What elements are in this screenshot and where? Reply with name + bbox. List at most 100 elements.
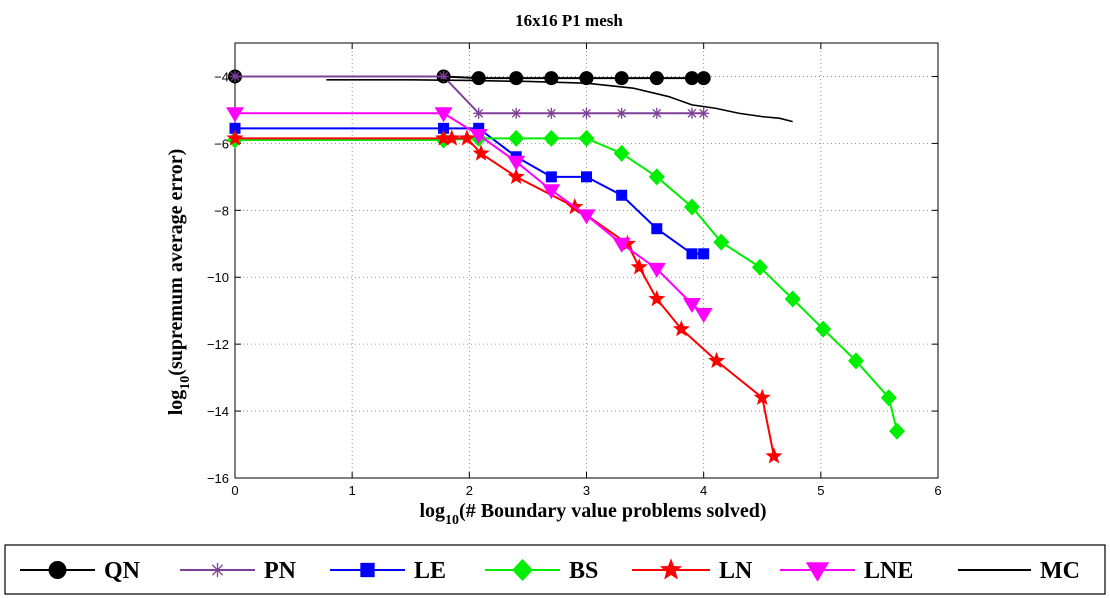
legend-item-lne: LNE	[780, 558, 913, 584]
series-le-point	[581, 171, 592, 183]
legend-pn-label: PN	[264, 558, 297, 584]
series-qn-line	[235, 75, 704, 80]
x-tick-label: 6	[934, 483, 941, 498]
series-bs-point	[713, 233, 730, 251]
series-qn-point	[684, 71, 699, 86]
series-ln-point	[672, 320, 690, 337]
series-le-point	[438, 122, 450, 134]
series-pn-point	[651, 107, 663, 119]
y-tick-label: −12	[207, 337, 229, 352]
legend-ln-marker	[659, 558, 683, 580]
series-mc	[326, 79, 793, 123]
legend-item-ln: LN	[632, 558, 753, 584]
legend-item-mc: MC	[958, 558, 1080, 584]
series-le-point	[651, 223, 663, 235]
series-pn-point	[510, 107, 522, 119]
y-tick-label: −4	[214, 69, 229, 84]
y-tick-label: −10	[207, 270, 229, 285]
x-tick-label: 5	[817, 483, 824, 498]
legend-le-label: LE	[414, 558, 446, 584]
series-le-point	[473, 122, 485, 134]
series-bs-point	[888, 422, 905, 440]
y-tick-label: −16	[207, 471, 229, 486]
series-ln-point	[648, 289, 666, 307]
series-pn-point	[545, 107, 557, 119]
series-le-point	[545, 171, 557, 183]
series-pn-point	[473, 107, 485, 119]
series-lne-point	[507, 155, 526, 171]
legend-ln-label: LN	[719, 558, 753, 584]
series-ln-point	[435, 129, 453, 146]
series-bs-point	[751, 258, 768, 276]
series-ln-point	[472, 144, 490, 161]
series-ln-point	[458, 129, 476, 146]
series-lne-point	[434, 107, 453, 123]
series-lne-point	[226, 107, 244, 123]
chart-title: 16x16 P1 mesh	[515, 11, 623, 30]
series-le	[229, 122, 710, 260]
legend-bs-marker	[512, 558, 533, 582]
series-bs-point	[648, 168, 665, 186]
series-ln-point	[630, 258, 648, 275]
series-ln	[226, 129, 783, 464]
y-axis-label: log10(supremum average error)	[165, 149, 193, 416]
series-qn-point	[579, 71, 594, 86]
series-qn-point	[471, 71, 486, 86]
legend-entries: QN PN LE BS LN LNE MC	[20, 558, 1080, 584]
series-le-point	[229, 122, 241, 134]
series-qn-point	[696, 71, 711, 86]
series-lne-point	[694, 308, 713, 324]
x-tick-label: 1	[349, 483, 356, 498]
legend-lne-label: LNE	[864, 558, 913, 584]
legend-lne-marker	[805, 562, 830, 582]
y-tick-label: −8	[214, 203, 229, 218]
series-bs-point	[508, 129, 525, 147]
series-ln-line	[235, 137, 775, 457]
x-tick-label: 0	[231, 483, 238, 498]
legend-item-qn: QN	[20, 558, 141, 584]
series-bs-point	[784, 290, 801, 308]
series-bs-point	[613, 144, 630, 162]
series-lne	[226, 107, 713, 324]
series-pn-line	[235, 75, 704, 115]
series-bs-point	[847, 352, 864, 370]
series-qn	[228, 69, 711, 86]
series-le-point	[686, 248, 698, 260]
series-lne-point	[612, 237, 631, 253]
series-bs-point	[815, 320, 832, 338]
series-bs-point	[880, 389, 897, 407]
legend-qn-label: QN	[104, 558, 141, 584]
series-ln-point	[443, 129, 461, 146]
series-lne-point	[647, 262, 666, 278]
series-ln-point	[765, 447, 783, 464]
series-lne-line	[235, 112, 705, 315]
x-tick-label: 2	[466, 483, 473, 498]
x-tick-label: 4	[700, 483, 707, 498]
series-bs-line	[235, 137, 898, 432]
series-ln-point	[226, 129, 244, 146]
series-qn-point	[614, 71, 629, 86]
series-lne-point	[542, 184, 561, 200]
x-tick-label: 3	[583, 483, 590, 498]
axis-ticks: 0 1 2 3 4 5 6 −16 −14 −12 −10 −8 −6 −4	[207, 43, 942, 498]
series-qn-point	[649, 71, 664, 86]
series-bs-point	[578, 129, 595, 147]
series-ln-point	[507, 167, 525, 185]
legend-item-bs: BS	[485, 558, 598, 584]
series-bs-point	[543, 129, 560, 147]
series-pn-point	[698, 107, 710, 119]
series-bs-point	[683, 198, 700, 216]
series-pn	[229, 70, 710, 119]
x-axis-label: log10(# Boundary value problems solved)	[419, 500, 766, 528]
series-ln-point	[753, 388, 771, 405]
legend-mc-label: MC	[1040, 558, 1080, 584]
series-le-point	[616, 189, 628, 201]
series-lne-point	[469, 129, 488, 145]
series-group	[226, 69, 905, 464]
legend-qn-marker	[48, 561, 67, 579]
series-pn-point	[616, 107, 628, 119]
legend-le-marker	[360, 562, 375, 578]
series-pn-point	[686, 107, 698, 119]
series-ln-point	[708, 351, 726, 369]
